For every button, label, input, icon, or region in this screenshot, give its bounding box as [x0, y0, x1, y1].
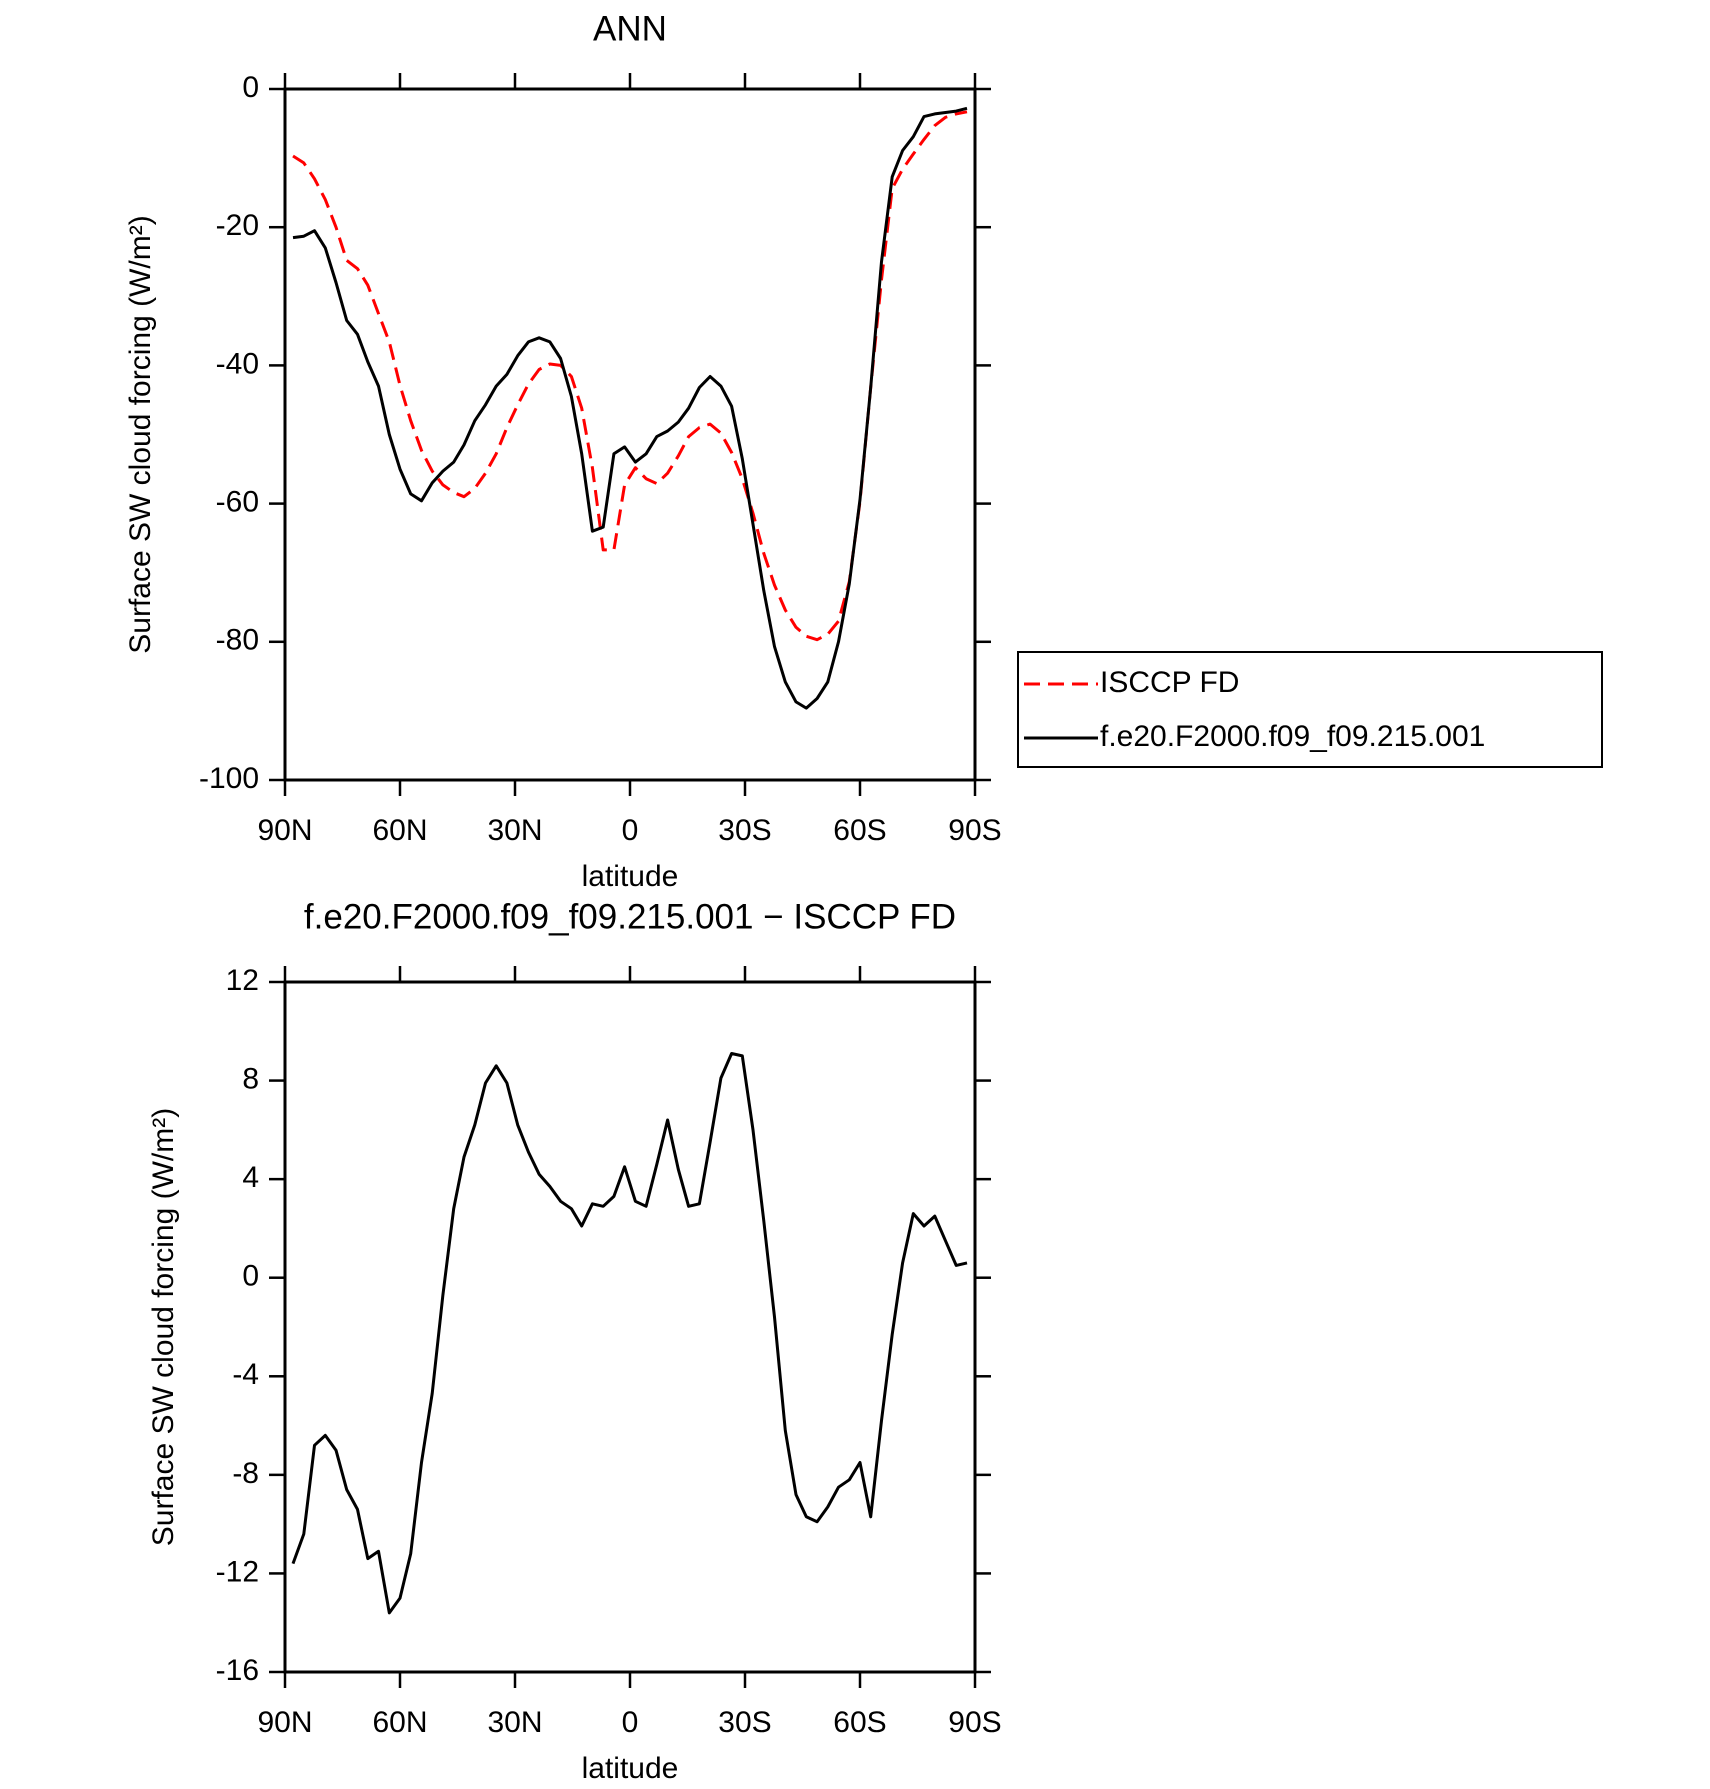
- y-tick-label: -60: [216, 486, 259, 519]
- x-axis-label: latitude: [582, 1752, 679, 1785]
- data-line: [292, 106, 968, 710]
- y-tick-label: -4: [232, 1358, 259, 1391]
- legend-label: f.e20.F2000.f09_f09.215.001: [1100, 720, 1485, 753]
- x-tick-label: 60N: [372, 814, 427, 847]
- x-tick-label: 0: [622, 814, 639, 847]
- y-tick-label: 0: [242, 1260, 259, 1293]
- y-axis-label: Surface SW cloud forcing (W/m²): [124, 215, 157, 653]
- chart-title: f.e20.F2000.f09_f09.215.001 − ISCCP FD: [304, 897, 956, 936]
- y-axis-label: Surface SW cloud forcing (W/m²): [147, 1108, 180, 1546]
- y-tick-label: -100: [199, 762, 259, 795]
- y-tick-label: 0: [242, 71, 259, 104]
- data-line: [291, 1052, 968, 1615]
- plot-frame: [283, 87, 977, 782]
- y-tick-label: 4: [242, 1161, 259, 1194]
- y-tick-label: 12: [226, 964, 259, 997]
- y-tick-label: -20: [216, 209, 259, 242]
- x-tick-label: 0: [622, 1706, 639, 1739]
- plot-frame: [283, 980, 977, 1674]
- x-axis-label: latitude: [582, 860, 679, 893]
- x-tick-label: 90S: [948, 814, 1001, 847]
- x-tick-label: 90N: [257, 814, 312, 847]
- x-tick-label: 30S: [718, 814, 771, 847]
- y-tick-label: -8: [232, 1457, 259, 1490]
- y-tick-label: -40: [216, 347, 259, 380]
- y-tick-label: 8: [242, 1062, 259, 1095]
- x-tick-label: 60S: [833, 1706, 886, 1739]
- legend-box: [1017, 651, 1603, 768]
- x-tick-label: 30N: [487, 814, 542, 847]
- x-tick-label: 90N: [257, 1706, 312, 1739]
- x-tick-label: 30N: [487, 1706, 542, 1739]
- x-tick-label: 60S: [833, 814, 886, 847]
- y-tick-label: -16: [216, 1654, 259, 1687]
- y-tick-label: -12: [216, 1555, 259, 1588]
- y-tick-label: -80: [216, 624, 259, 657]
- x-tick-label: 90S: [948, 1706, 1001, 1739]
- data-line: [292, 110, 968, 642]
- x-tick-label: 30S: [718, 1706, 771, 1739]
- legend-label: ISCCP FD: [1100, 666, 1239, 699]
- chart-title: ANN: [593, 9, 667, 48]
- x-tick-label: 60N: [372, 1706, 427, 1739]
